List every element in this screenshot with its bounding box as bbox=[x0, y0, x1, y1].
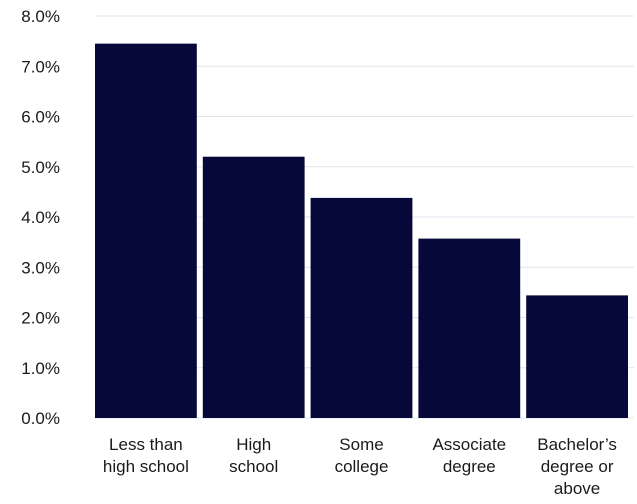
y-tick-label: 2.0% bbox=[21, 309, 60, 328]
x-tick-label: Associate degree bbox=[432, 435, 506, 476]
bar bbox=[310, 197, 413, 418]
y-tick-label: 0.0% bbox=[21, 409, 60, 428]
bar bbox=[418, 238, 521, 418]
bars bbox=[95, 43, 628, 418]
bar bbox=[526, 295, 628, 418]
x-tick-label: Bachelor’s degree or above bbox=[537, 435, 617, 498]
bar bbox=[95, 43, 197, 418]
y-tick-label: 4.0% bbox=[21, 208, 60, 227]
y-tick-label: 8.0% bbox=[21, 7, 60, 26]
y-tick-label: 7.0% bbox=[21, 57, 60, 76]
x-tick-label: Some college bbox=[335, 435, 389, 476]
y-tick-label: 6.0% bbox=[21, 108, 60, 127]
y-tick-label: 5.0% bbox=[21, 158, 60, 177]
x-tick-label: High school bbox=[229, 435, 278, 476]
x-axis-labels: Less than high school High school Some colleg… bbox=[103, 435, 617, 498]
y-axis-ticks: 0.0% 1.0% 2.0% 3.0% 4.0% 5.0% 6.0% 7.0% 8.0% bbox=[21, 7, 60, 428]
y-tick-label: 3.0% bbox=[21, 258, 60, 277]
y-tick-label: 1.0% bbox=[21, 359, 60, 378]
x-tick-label: Less than high school bbox=[103, 435, 189, 476]
bar bbox=[202, 156, 305, 418]
